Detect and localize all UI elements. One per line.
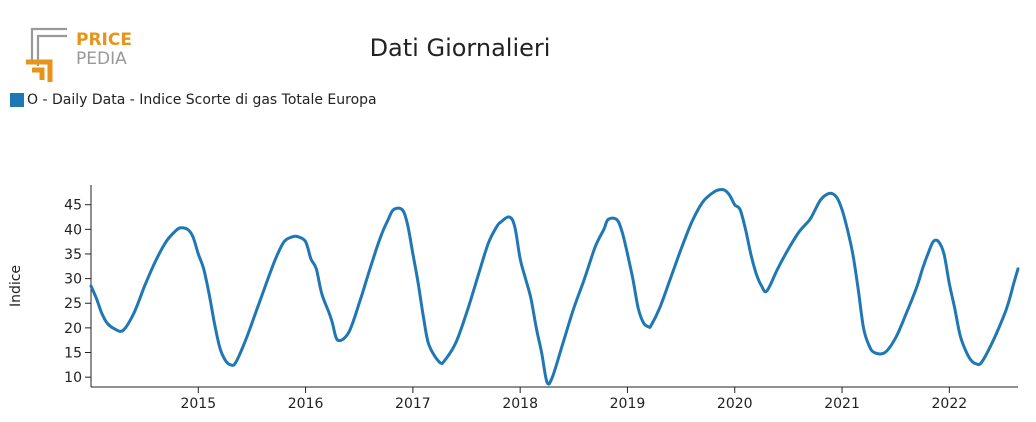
legend-label: O - Daily Data - Indice Scorte di gas To… — [27, 92, 377, 108]
y-tick-label: 15 — [64, 346, 82, 362]
y-axis: 10 15 20 25 30 35 40 45 — [64, 185, 92, 387]
x-tick-label: 2018 — [502, 396, 538, 412]
x-tick-label: 2021 — [824, 396, 860, 412]
y-tick-label: 45 — [64, 198, 82, 214]
series-group — [89, 187, 1020, 386]
x-tick-label: 2016 — [288, 396, 324, 412]
x-tick-label: 2017 — [395, 396, 431, 412]
x-axis: 2015 2016 2017 2018 2019 2020 2021 2022 — [91, 386, 1018, 412]
y-tick-label: 25 — [64, 296, 82, 312]
y-tick-label: 20 — [64, 321, 82, 337]
legend-swatch — [10, 93, 24, 107]
legend[interactable]: O - Daily Data - Indice Scorte di gas To… — [10, 92, 377, 108]
pricepedia-logo: PRICE PEDIA — [26, 27, 132, 82]
x-tick-label: 2019 — [610, 396, 646, 412]
series-line-0 — [89, 187, 1020, 386]
x-tick-label: 2020 — [717, 396, 753, 412]
logo-text-pedia: PEDIA — [76, 49, 127, 69]
logo-text-price: PRICE — [76, 30, 132, 50]
y-tick-label: 10 — [64, 370, 82, 386]
y-axis-label: Indice — [8, 265, 24, 307]
chart-title: Dati Giornalieri — [369, 34, 551, 62]
y-tick-label: 30 — [64, 272, 82, 288]
x-tick-label: 2015 — [180, 396, 216, 412]
x-tick-label: 2022 — [932, 396, 968, 412]
y-tick-label: 35 — [64, 247, 82, 263]
y-tick-label: 40 — [64, 222, 82, 238]
